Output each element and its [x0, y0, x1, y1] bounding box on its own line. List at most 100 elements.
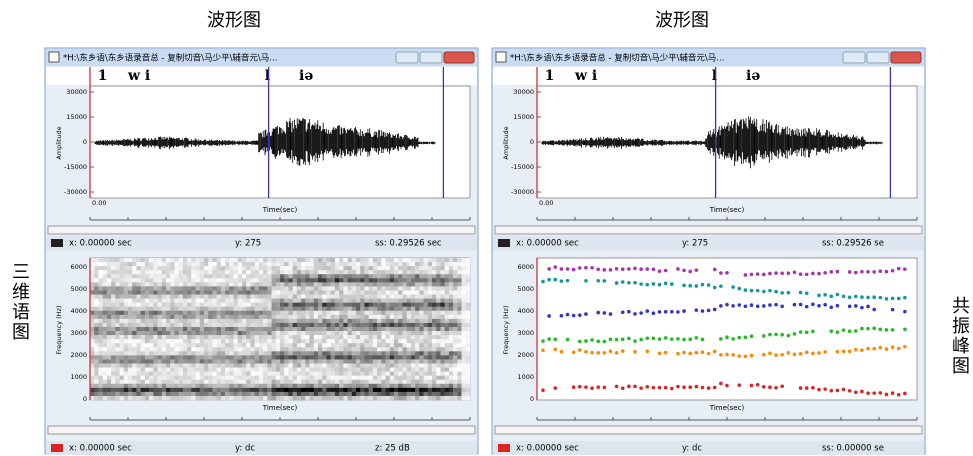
spectrogram-cell	[255, 368, 260, 372]
spectrogram-cell	[272, 376, 277, 380]
spectrogram-cell	[293, 384, 298, 388]
spectrogram-cell	[428, 307, 433, 311]
spectrogram-cell	[331, 262, 336, 266]
spectrogram-cell	[415, 380, 420, 384]
spectrogram-cell	[310, 315, 315, 319]
spectrogram-cell	[322, 359, 327, 363]
spectrogram-cell	[432, 323, 437, 327]
formant-dot	[762, 304, 766, 308]
formant-dot	[750, 303, 754, 307]
spectrogram-cell	[348, 335, 353, 339]
spectrogram-cell	[407, 372, 412, 376]
spectrogram-cell	[225, 307, 230, 311]
spectrogram-cell	[238, 363, 243, 367]
spectrogram-cell	[136, 311, 141, 315]
spectrogram-cell	[212, 290, 217, 294]
spectrogram-cell	[386, 266, 391, 270]
spectrogram-cell	[111, 392, 116, 396]
spectrogram-cell	[293, 270, 298, 274]
formant-dot	[639, 311, 643, 315]
spectrogram-cell	[352, 388, 357, 392]
spectrogram-cell	[132, 388, 137, 392]
spectrogram-cell	[225, 331, 230, 335]
segment-label: iə	[746, 68, 760, 84]
formant-dot	[854, 295, 858, 299]
spectrogram-cell	[255, 270, 260, 274]
spectrogram-cell	[352, 339, 357, 343]
formant-dot	[701, 386, 705, 390]
spectrogram-cell	[284, 319, 289, 323]
spectrogram-cell	[407, 270, 412, 274]
spectrogram-cell	[411, 351, 416, 355]
spectrogram-cell	[94, 335, 99, 339]
spectrogram-cell	[94, 339, 99, 343]
spectrogram-cell	[166, 380, 171, 384]
spectrogram-cell	[373, 282, 378, 286]
spectrogram-cell	[364, 339, 369, 343]
spectrogram-cell	[94, 351, 99, 355]
spectrogram-cell	[377, 339, 382, 343]
spectrogram-cell	[373, 270, 378, 274]
spectrogram-cell	[288, 376, 293, 380]
spectrogram-cell	[259, 343, 264, 347]
spectrogram-cell	[394, 331, 399, 335]
spectrogram-cell	[428, 331, 433, 335]
spectrogram-cell	[94, 303, 99, 307]
spectrogram-cell	[145, 311, 150, 315]
spectrogram-cell	[217, 282, 222, 286]
spectrogram-cell	[466, 335, 471, 339]
spectrogram-cell	[107, 278, 112, 282]
spectrogram-cell	[360, 323, 365, 327]
spectrogram-cell	[263, 372, 268, 376]
spectrogram-cell	[94, 311, 99, 315]
spectrogram-cell	[424, 392, 429, 396]
spectrogram-cell	[128, 307, 133, 311]
spectrogram-cell	[242, 290, 247, 294]
spectrogram-cell	[364, 295, 369, 299]
spectrogram-cell	[153, 392, 158, 396]
spectrogram-cell	[111, 258, 116, 262]
spectrogram-cell	[276, 274, 281, 278]
spectrogram-cell	[322, 286, 327, 290]
spectrogram-cell	[466, 376, 471, 380]
spectrogram-cell	[356, 286, 361, 290]
spectrogram-cell	[394, 262, 399, 266]
spectrogram-cell	[322, 327, 327, 331]
formant-dot	[658, 351, 662, 355]
formant-dot	[615, 338, 619, 342]
spectrogram-cell	[242, 311, 247, 315]
spectrogram-cell	[386, 376, 391, 380]
formant-dot	[707, 386, 711, 390]
spectrogram-cell	[390, 270, 395, 274]
spectrogram-cell	[272, 388, 277, 392]
spectrogram-cell	[297, 274, 302, 278]
spectrogram-cell	[179, 331, 184, 335]
spectrogram-cell	[449, 347, 454, 351]
spectrogram-cell	[335, 339, 340, 343]
formant-dot	[768, 333, 772, 337]
spectrogram-cell	[272, 384, 277, 388]
formant-dot	[652, 337, 656, 341]
spectrogram-cell	[449, 396, 454, 400]
spectrogram-cell	[386, 315, 391, 319]
formant-dot	[762, 385, 766, 389]
spectrogram-cell	[246, 258, 251, 262]
spectrogram-cell	[398, 376, 403, 380]
spectrogram-cell	[145, 262, 150, 266]
spectrogram-cell	[149, 351, 154, 355]
spectrogram-cell	[390, 295, 395, 299]
spectrogram-cell	[183, 368, 188, 372]
spectrogram-cell	[153, 388, 158, 392]
spectrogram-cell	[331, 331, 336, 335]
spectrogram-cell	[440, 299, 445, 303]
spectrogram-cell	[166, 274, 171, 278]
spectrogram-cell	[284, 274, 289, 278]
spectrogram-cell	[276, 392, 281, 396]
spectrogram-cell	[259, 355, 264, 359]
spectrogram-cell	[267, 323, 272, 327]
spectrogram-cell	[208, 396, 213, 400]
spectrogram-cell	[132, 307, 137, 311]
spectrogram-cell	[407, 315, 412, 319]
spectrogram-cell	[318, 278, 323, 282]
spectrogram-cell	[267, 299, 272, 303]
